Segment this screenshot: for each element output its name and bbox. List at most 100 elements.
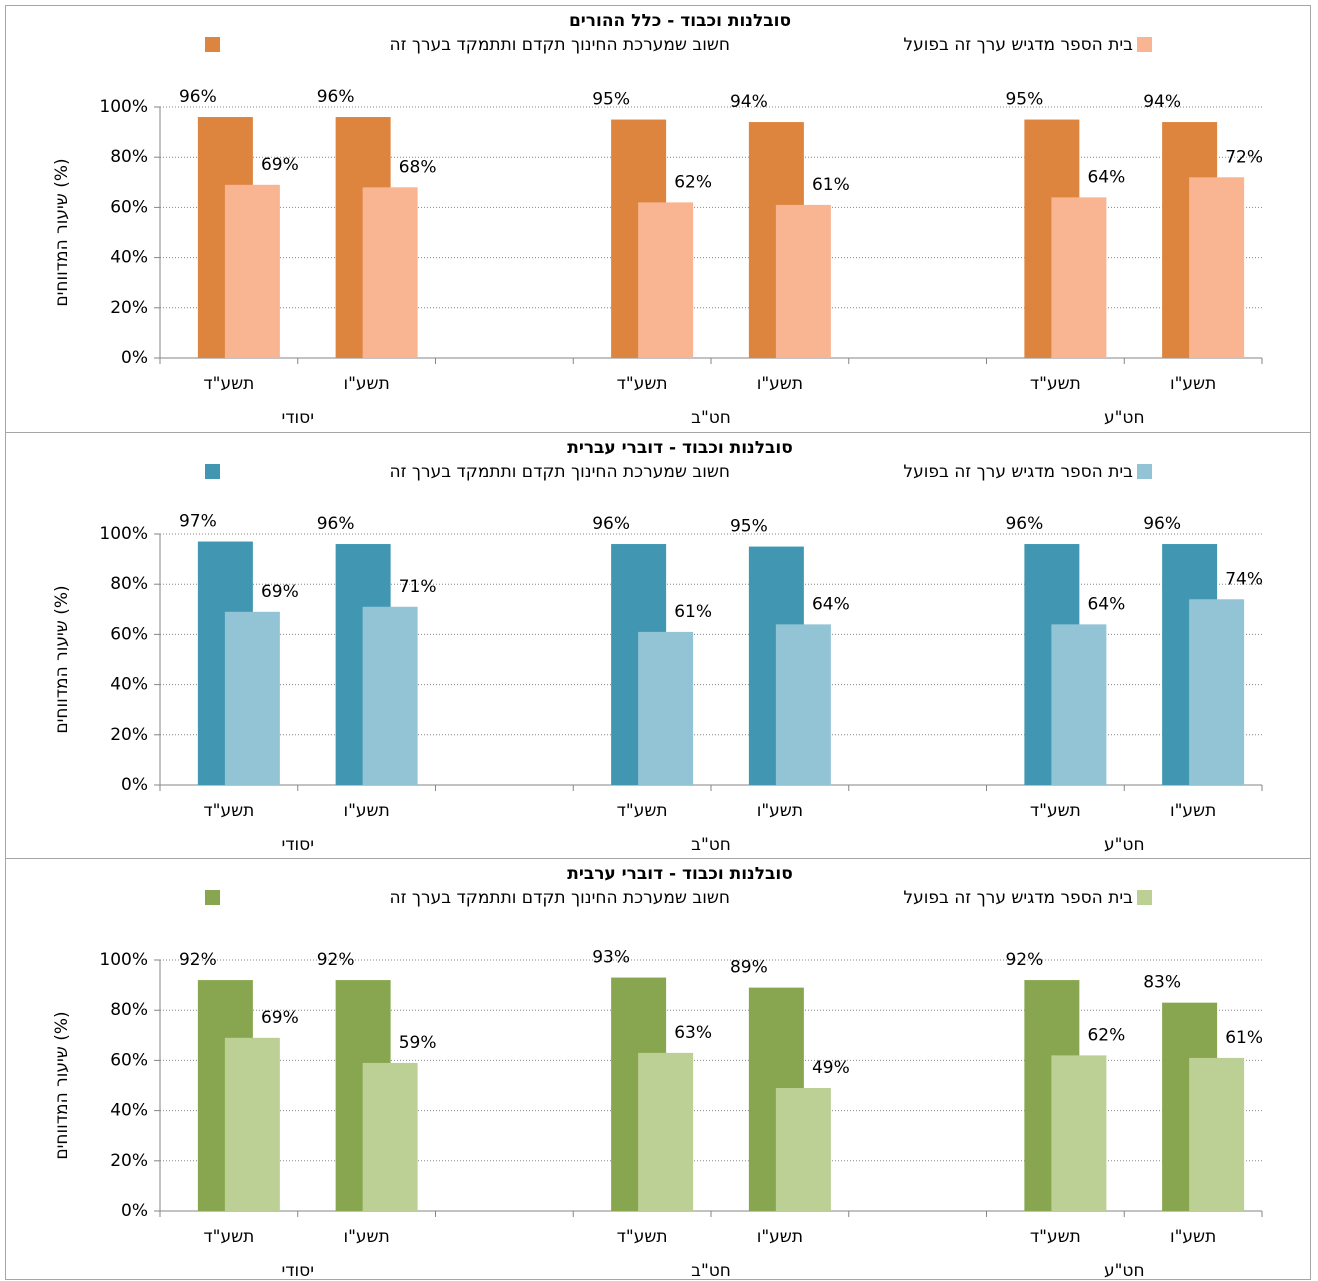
y-tick-label: 80% [110, 574, 148, 594]
x-tick-label: תשע"ד [617, 374, 668, 394]
y-tick-label: 80% [110, 1000, 148, 1020]
bar [775, 204, 831, 358]
data-label: 62% [1087, 1025, 1125, 1045]
group-label: חט"ע [1104, 408, 1145, 428]
bar [638, 1052, 694, 1211]
bar [638, 202, 694, 358]
x-tick-label: תשע"ו [1170, 1227, 1216, 1247]
x-tick-label: תשע"ו [343, 1227, 389, 1247]
bar [775, 1088, 831, 1211]
data-label: 49% [812, 1058, 850, 1078]
legend-label: חשוב שמערכת החינוך תקדם ותתמקד בערך זה [390, 35, 730, 55]
data-label: 69% [261, 155, 299, 175]
data-label: 74% [1225, 569, 1263, 589]
chart-title: סובלנות וכבוד - דוברי ערבית [567, 864, 793, 884]
group-label: יסודי [281, 1261, 314, 1281]
bar [1051, 1055, 1107, 1211]
x-tick-label: תשע"ו [1170, 374, 1216, 394]
legend-label: בית הספר מדגיש ערך זה בפועל [903, 888, 1133, 908]
y-tick-label: 40% [110, 675, 148, 695]
data-label: 61% [674, 602, 712, 622]
x-tick-label: תשע"ו [757, 374, 803, 394]
chart-panel: סובלנות וכבוד - כלל ההורים חשוב שמערכת הח… [52, 11, 1263, 428]
data-label: 64% [1087, 594, 1125, 614]
legend-label: בית הספר מדגיש ערך זה בפועל [903, 35, 1133, 55]
legend-swatch [1137, 464, 1152, 479]
bar [224, 611, 280, 785]
bar [1189, 177, 1245, 358]
x-tick-label: תשע"ו [343, 801, 389, 821]
x-tick-label: תשע"ד [617, 1227, 668, 1247]
legend-swatch [1137, 890, 1152, 905]
bar [362, 187, 418, 358]
data-label: 96% [317, 87, 355, 107]
data-label: 61% [1225, 1028, 1263, 1048]
data-label: 92% [317, 950, 355, 970]
bar [362, 1062, 418, 1211]
chart-panel: סובלנות וכבוד - דוברי עברית חשוב שמערכת ה… [52, 438, 1263, 855]
y-tick-label: 60% [110, 1050, 148, 1070]
bar [1189, 599, 1245, 785]
bar [1051, 624, 1107, 785]
data-label: 64% [812, 594, 850, 614]
legend-swatch [205, 464, 220, 479]
bar [1189, 1057, 1245, 1211]
y-axis-label: שיעור המדווחים (%) [52, 1011, 72, 1159]
y-tick-label: 100% [99, 524, 148, 544]
group-label: חט"ב [691, 1261, 731, 1281]
y-axis-label: שיעור המדווחים (%) [52, 585, 72, 733]
data-label: 92% [179, 950, 217, 970]
data-label: 96% [179, 87, 217, 107]
data-label: 62% [674, 172, 712, 192]
data-label: 96% [317, 514, 355, 534]
y-tick-label: 40% [110, 1101, 148, 1121]
x-tick-label: תשע"ו [343, 374, 389, 394]
group-label: חט"ב [691, 835, 731, 855]
data-label: 96% [1143, 514, 1181, 534]
x-tick-label: תשע"ד [1030, 374, 1081, 394]
x-tick-label: תשע"ד [203, 374, 254, 394]
y-axis-label: שיעור המדווחים (%) [52, 158, 72, 306]
y-tick-label: 20% [110, 725, 148, 745]
bar [1051, 197, 1107, 358]
data-label: 68% [399, 157, 437, 177]
y-tick-label: 40% [110, 248, 148, 268]
x-tick-label: תשע"ד [203, 801, 254, 821]
data-label: 96% [1005, 514, 1043, 534]
data-label: 95% [1005, 90, 1043, 110]
outer-border [5, 5, 1311, 1280]
group-label: יסודי [281, 835, 314, 855]
legend-label: בית הספר מדגיש ערך זה בפועל [903, 462, 1133, 482]
data-label: 95% [730, 517, 768, 537]
data-label: 71% [399, 577, 437, 597]
data-label: 72% [1225, 147, 1263, 167]
x-tick-label: תשע"ד [617, 801, 668, 821]
y-tick-label: 20% [110, 1151, 148, 1171]
bar [638, 631, 694, 785]
legend-label: חשוב שמערכת החינוך תקדם ותתמקד בערך זה [390, 888, 730, 908]
bar [224, 1037, 280, 1211]
group-label: חט"ע [1104, 835, 1145, 855]
data-label: 93% [592, 948, 630, 968]
x-tick-label: תשע"ד [1030, 801, 1081, 821]
data-label: 69% [261, 1008, 299, 1028]
data-label: 96% [592, 514, 630, 534]
legend-swatch [205, 890, 220, 905]
y-tick-label: 60% [110, 197, 148, 217]
bar [775, 624, 831, 785]
legend-label: חשוב שמערכת החינוך תקדם ותתמקד בערך זה [390, 462, 730, 482]
y-tick-label: 100% [99, 950, 148, 970]
legend-swatch [205, 37, 220, 52]
data-label: 63% [674, 1023, 712, 1043]
data-label: 89% [730, 958, 768, 978]
bar [224, 184, 280, 358]
data-label: 95% [592, 90, 630, 110]
data-label: 94% [1143, 92, 1181, 112]
data-label: 64% [1087, 167, 1125, 187]
y-tick-label: 20% [110, 298, 148, 318]
x-tick-label: תשע"ד [1030, 1227, 1081, 1247]
data-label: 59% [399, 1033, 437, 1053]
y-tick-label: 0% [121, 348, 148, 368]
chart-panel: סובלנות וכבוד - דוברי ערבית חשוב שמערכת ה… [52, 864, 1263, 1281]
